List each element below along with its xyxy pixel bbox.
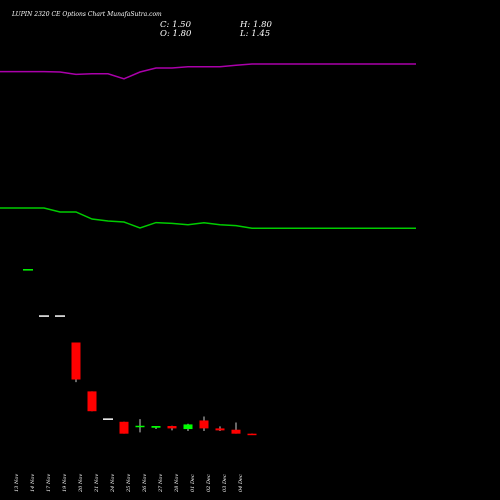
x-tick-label: 21 Nov: [94, 474, 100, 493]
candle-body: [119, 421, 129, 434]
candle-body: [167, 426, 177, 429]
x-tick-label: 13 Nov: [14, 474, 20, 492]
x-axis-tick-labels: 13 Nov 14 Nov 17 Nov 19 Nov 20 Nov 21 Nov 24 N…: [14, 474, 244, 493]
candle-25-nov: [135, 419, 145, 433]
x-tick-label: 01 Dec: [190, 474, 196, 492]
candle-04-dec: [247, 433, 257, 436]
high-value: H: 1.80: [239, 20, 272, 30]
x-tick-label: 28 Nov: [174, 474, 180, 493]
x-tick-label: 14 Nov: [30, 474, 36, 492]
x-tick-label: 17 Nov: [46, 474, 52, 492]
candles: [23, 269, 257, 436]
candle-27-nov: [167, 425, 177, 431]
candle-02-dec: [215, 426, 225, 432]
candle-body: [199, 420, 209, 429]
x-tick-label: 19 Nov: [62, 474, 68, 492]
x-tick-label: 26 Nov: [142, 474, 148, 493]
candle-24-nov: [119, 421, 129, 434]
candle-body: [247, 433, 257, 436]
chart-title: LUPIN 2320 CE Options Chart MunafaSutra.…: [11, 11, 162, 18]
candle-20-nov: [87, 391, 97, 412]
candle-03-dec: [231, 422, 241, 434]
candle-body: [71, 342, 81, 380]
candle-19-nov: [71, 342, 81, 383]
x-tick-label: 02 Dec: [206, 474, 212, 492]
indicator-line-1: [0, 207, 416, 229]
x-tick-label: 27 Nov: [158, 474, 164, 493]
candle-body: [151, 426, 161, 428]
open-value: O: 1.80: [160, 29, 192, 39]
candle-body: [231, 429, 241, 434]
x-tick-label: 04 Dec: [238, 474, 244, 492]
candle-28-nov: [183, 423, 193, 432]
candle-01-dec: [199, 416, 209, 432]
candle-body: [215, 428, 225, 431]
x-tick-label: 03 Dec: [222, 474, 228, 492]
close-value: C: 1.50: [160, 20, 192, 30]
x-tick-label: 25 Nov: [126, 474, 132, 493]
candle-body: [183, 424, 193, 430]
x-tick-label: 24 Nov: [110, 474, 116, 493]
candle-body: [135, 425, 145, 428]
indicator-lines: [0, 63, 416, 229]
low-value: L: 1.45: [239, 29, 270, 39]
x-tick-label: 20 Nov: [78, 474, 84, 493]
indicator-line-2: [0, 63, 416, 80]
candle-body: [87, 391, 97, 412]
candle-26-nov: [151, 426, 161, 430]
